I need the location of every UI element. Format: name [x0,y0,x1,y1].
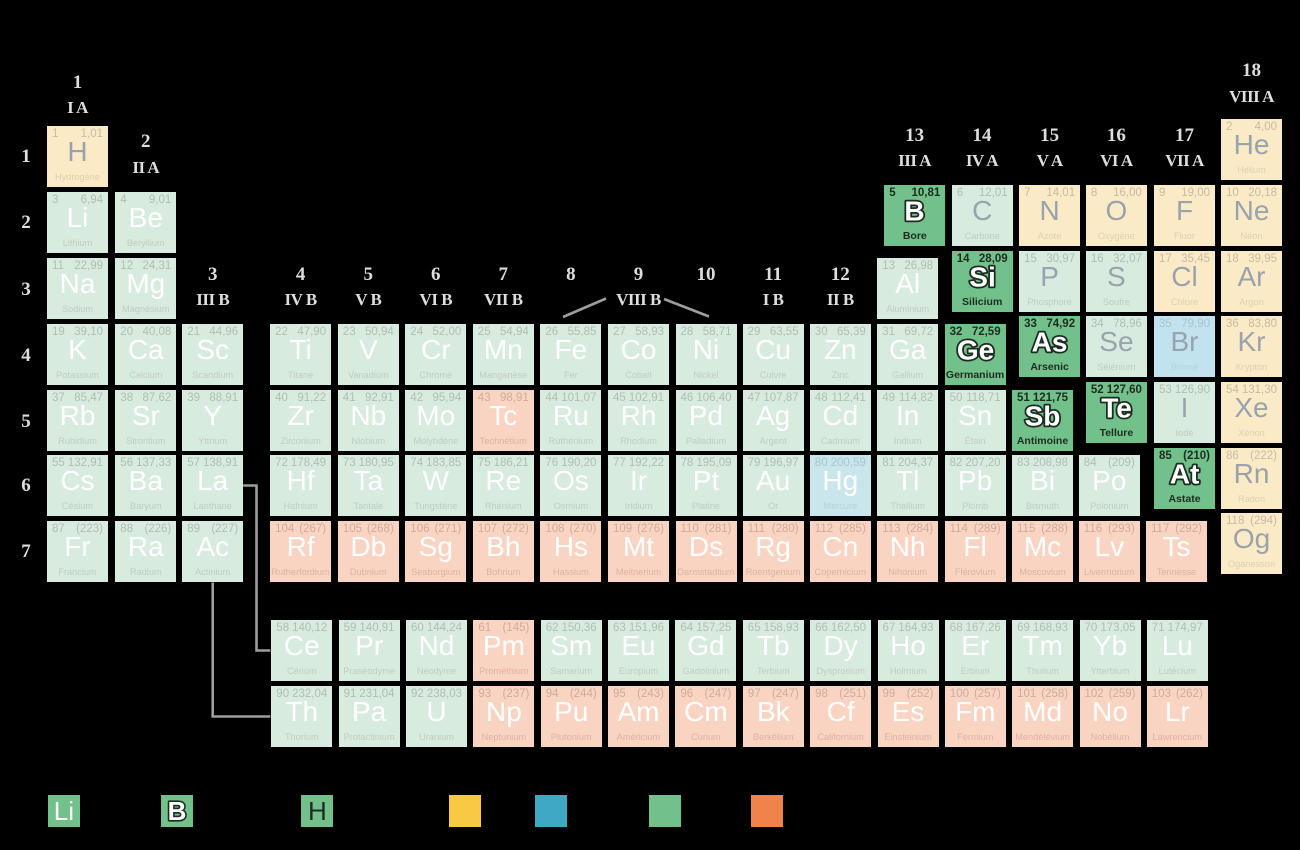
svg-text:B: B [168,796,187,826]
svg-text:As: As [1032,327,1068,358]
svg-text:At: At [1170,459,1200,490]
svg-text:Si: Si [969,261,995,292]
svg-text:Sb: Sb [1025,401,1061,432]
svg-text:B: B [905,195,925,226]
svg-text:Te: Te [1101,392,1132,423]
svg-text:Ge: Ge [956,335,993,366]
